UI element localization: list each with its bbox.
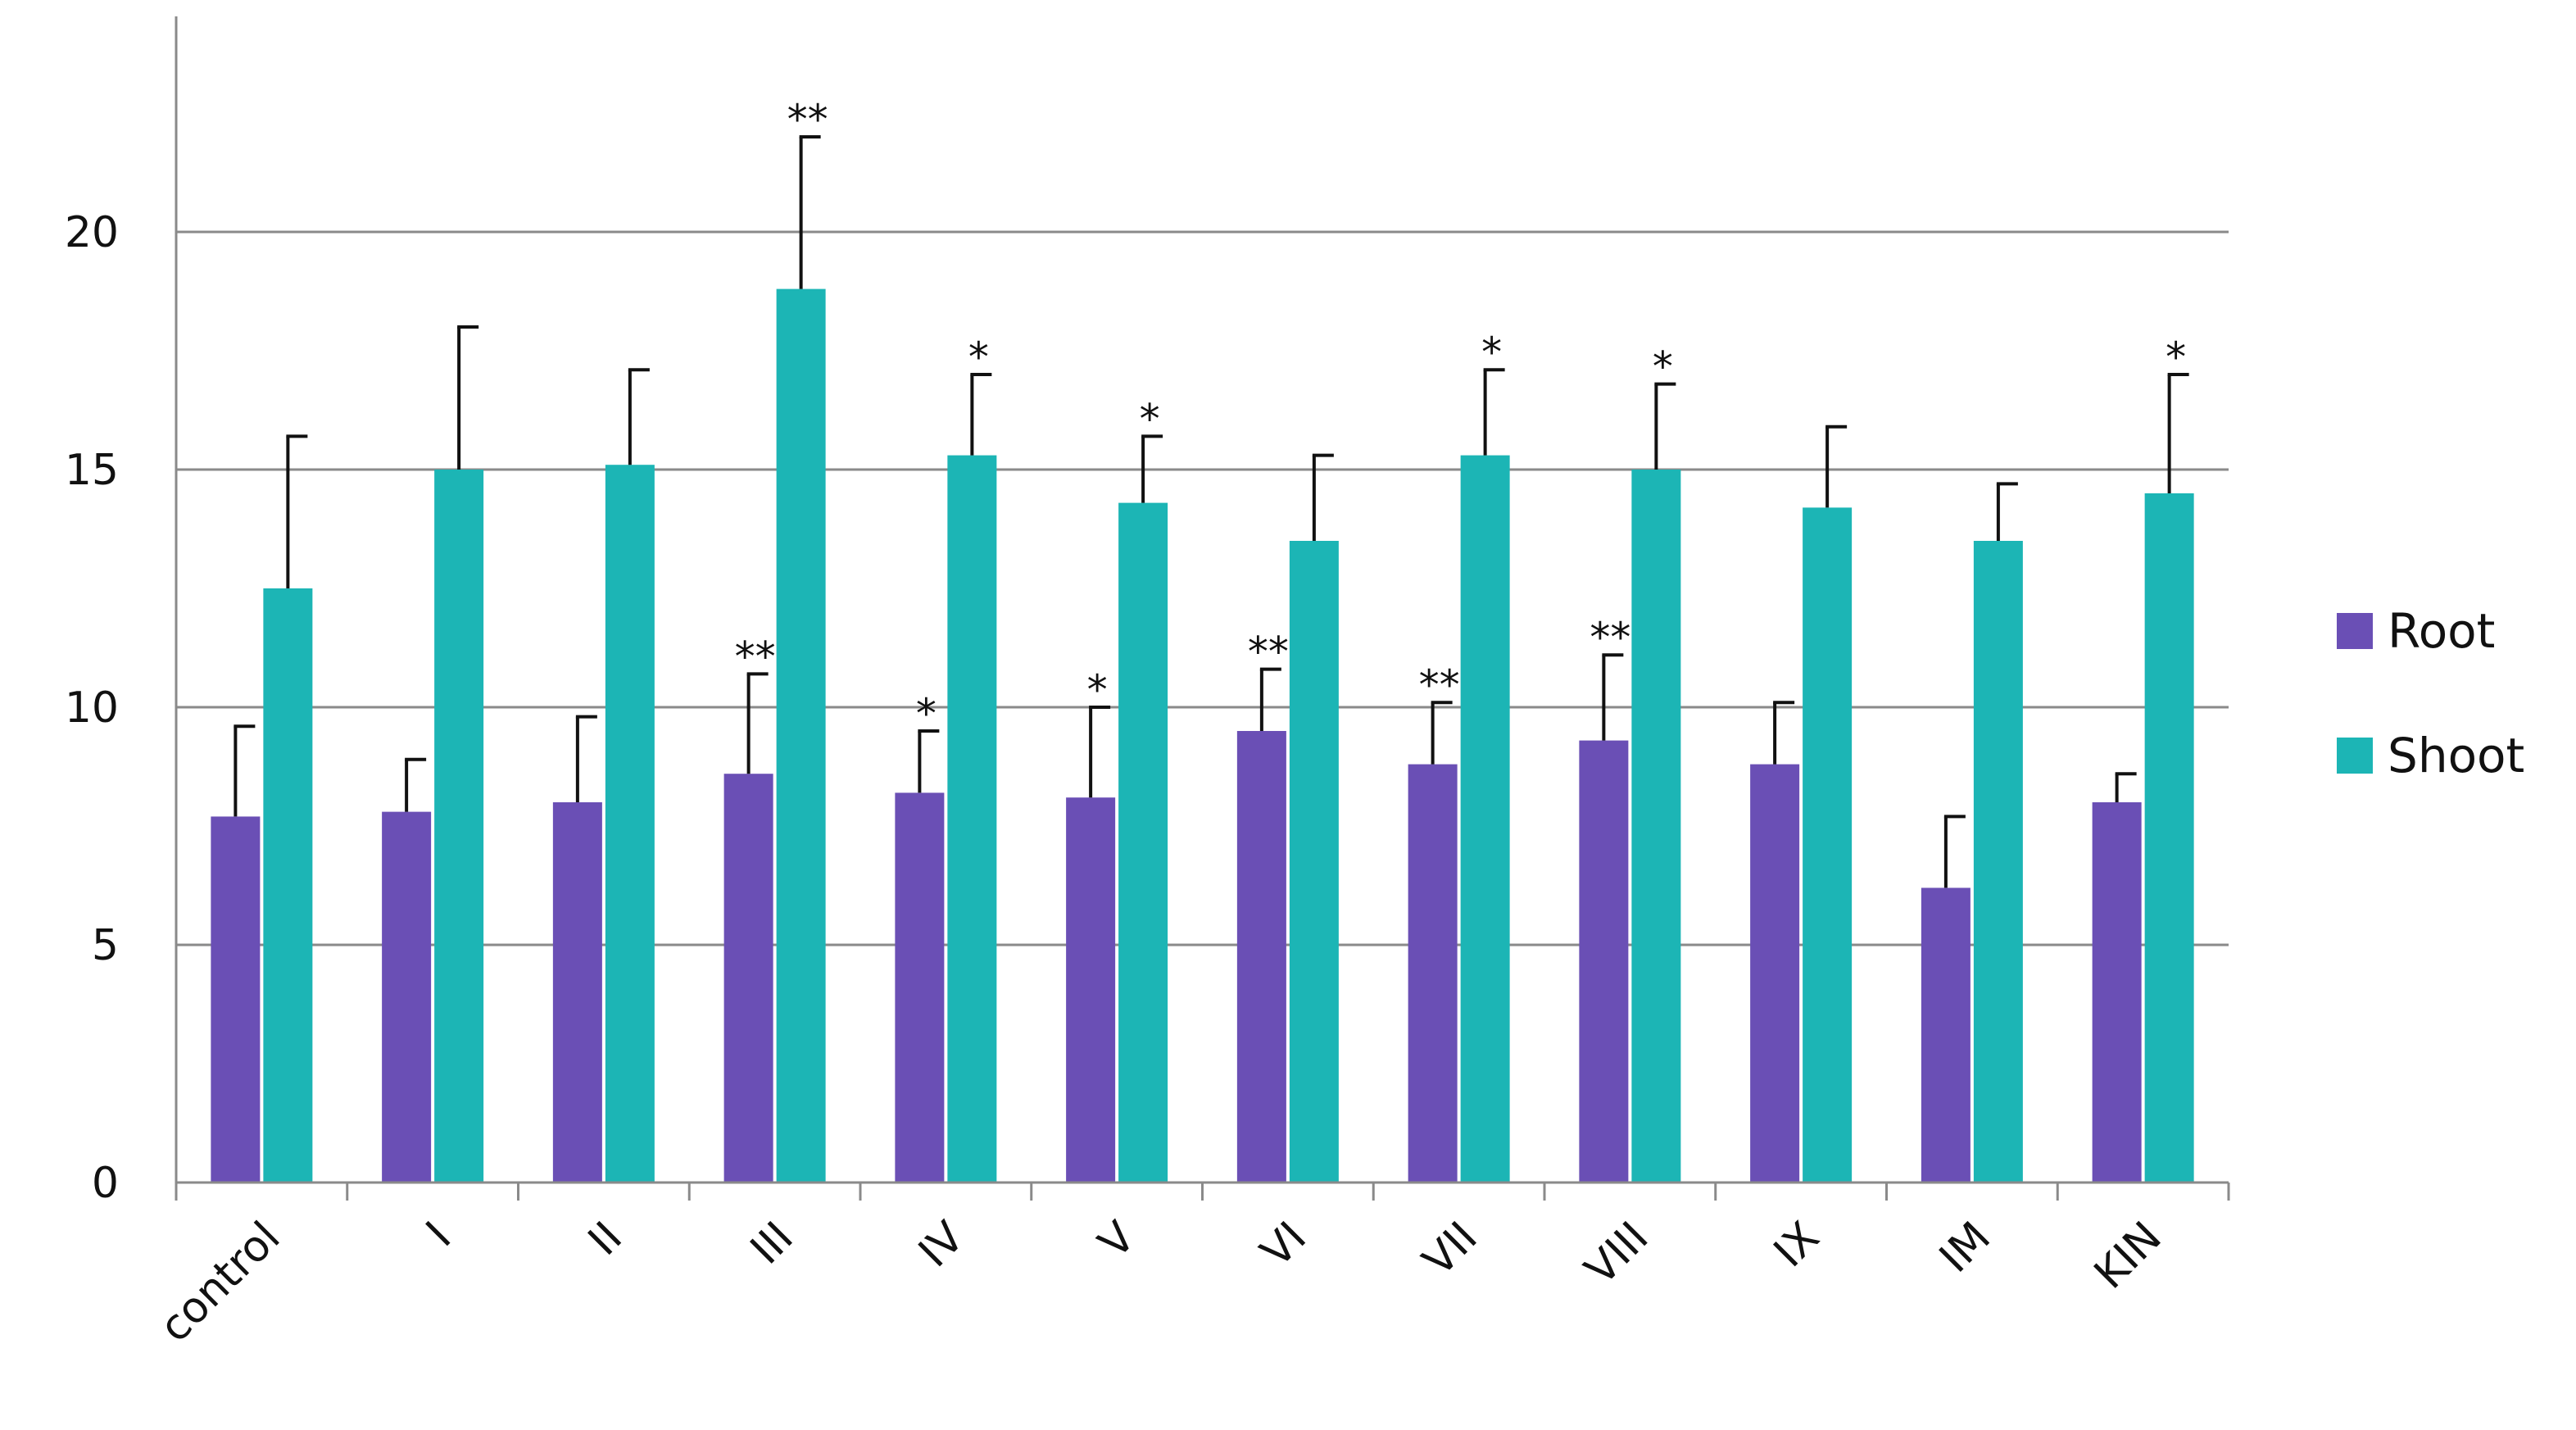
- significance-marker: **: [1590, 614, 1630, 661]
- legend: Root Shoot: [2337, 603, 2524, 783]
- shoot-bar: [776, 288, 826, 1183]
- root-bar: [211, 816, 261, 1183]
- significance-marker: *: [916, 690, 937, 738]
- x-category-label: I: [417, 1213, 460, 1256]
- y-tick-label: 15: [65, 446, 119, 495]
- shoot-bar: [605, 465, 655, 1183]
- x-axis-ticks: [175, 1183, 2230, 1201]
- significance-marker: **: [1419, 661, 1460, 709]
- root-bar: [723, 774, 773, 1183]
- shoot-bar: [1631, 470, 1681, 1183]
- x-category-label: III: [742, 1213, 803, 1274]
- error-bars: [234, 135, 2189, 888]
- shoot-bar: [1803, 507, 1853, 1183]
- root-bar: [1921, 888, 1971, 1183]
- shoot-bar: [1118, 502, 1168, 1183]
- legend-swatch: [2337, 613, 2373, 649]
- significance-marker: **: [735, 633, 776, 680]
- y-axis-tick-labels: 0 5 10 15 20: [65, 208, 119, 1208]
- root-bar: [2092, 802, 2142, 1183]
- bars: [211, 288, 2194, 1183]
- significance-marker: *: [1140, 395, 1160, 443]
- significance-marker: *: [2166, 334, 2186, 381]
- x-category-label: II: [579, 1213, 632, 1265]
- shoot-bar: [947, 455, 997, 1183]
- root-bar: [1408, 764, 1458, 1183]
- y-tick-label: 0: [92, 1159, 119, 1208]
- root-bar: [382, 811, 432, 1183]
- significance-marker: *: [1481, 329, 1502, 376]
- root-bar: [552, 802, 602, 1183]
- x-category-label: IM: [1930, 1213, 2000, 1282]
- shoot-bar: [434, 470, 484, 1183]
- x-category-label: KIN: [2085, 1213, 2171, 1299]
- significance-marker: *: [968, 334, 989, 381]
- y-tick-label: 20: [65, 208, 119, 257]
- shoot-bar: [1460, 455, 1510, 1183]
- x-category-label: V: [1090, 1212, 1145, 1268]
- legend-label: Root: [2388, 603, 2495, 659]
- legend-label: Shoot: [2388, 728, 2524, 783]
- significance-marker: **: [787, 96, 828, 143]
- significance-marker: *: [1653, 343, 1673, 391]
- shoot-bar: [1289, 541, 1339, 1183]
- root-bar: [895, 792, 945, 1183]
- root-bar: [1066, 797, 1116, 1183]
- significance-marker: *: [1087, 666, 1108, 714]
- root-bar: [1579, 740, 1629, 1183]
- y-tick-label: 10: [65, 683, 119, 733]
- root-bar: [1236, 731, 1286, 1183]
- y-tick-label: 5: [92, 921, 119, 970]
- x-category-label: control: [151, 1213, 290, 1352]
- axes: [175, 16, 2229, 1184]
- significance-markers: *** ************ * *: [735, 96, 2187, 738]
- x-category-label: VI: [1252, 1213, 1316, 1277]
- significance-marker: **: [1248, 629, 1289, 676]
- shoot-bar: [263, 588, 313, 1183]
- x-category-label: IX: [1765, 1213, 1829, 1277]
- x-category-label: IV: [909, 1212, 974, 1277]
- x-category-label: VII: [1414, 1213, 1487, 1286]
- shoot-bar: [2144, 493, 2194, 1183]
- x-category-label: VIII: [1576, 1213, 1658, 1295]
- shoot-bar: [1973, 541, 2023, 1183]
- gridlines: [176, 230, 2229, 947]
- legend-swatch: [2337, 738, 2373, 774]
- x-axis-category-labels: control I II III IV V VI VII VIII IX IM KIN: [151, 1212, 2171, 1351]
- root-bar: [1750, 764, 1800, 1183]
